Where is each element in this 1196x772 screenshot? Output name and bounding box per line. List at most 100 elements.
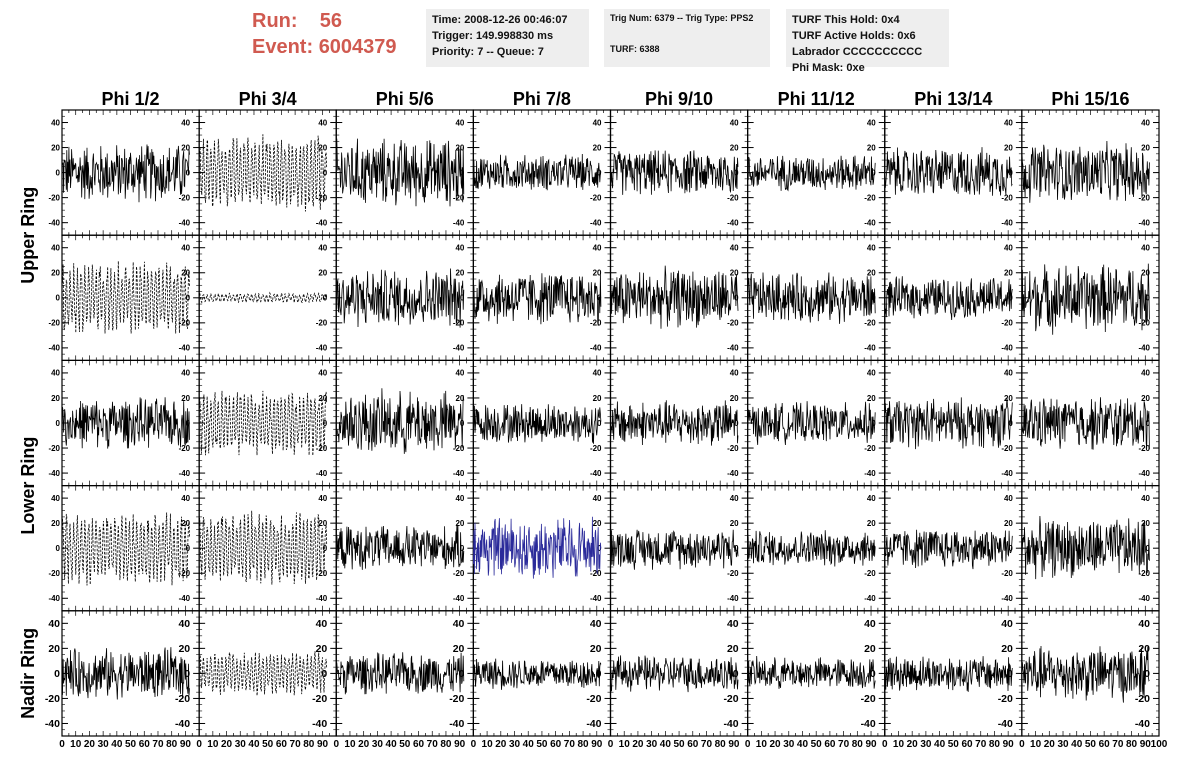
turf-hold-text: TURF This Hold: 0x4	[792, 14, 900, 26]
y-tick-label: 20	[318, 269, 327, 278]
x-tick-label: 50	[948, 739, 960, 750]
y-tick-label: 40	[1141, 494, 1150, 503]
y-tick-label: 0	[54, 668, 60, 680]
y-tick-label: 20	[318, 143, 327, 152]
y-tick-label: -40	[453, 469, 465, 478]
y-tick-label: 0	[1008, 168, 1013, 177]
y-tick-label: -20	[45, 693, 60, 705]
y-tick-label: 20	[316, 643, 328, 655]
y-tick-label: 0	[734, 544, 739, 553]
x-tick-label: 10	[756, 739, 768, 750]
y-tick-label: -40	[1138, 218, 1150, 227]
y-tick-label: -20	[453, 569, 465, 578]
waveform-trace	[884, 147, 1013, 196]
x-tick-label: 0	[745, 739, 751, 750]
y-tick-label: -20	[864, 444, 876, 453]
waveform-trace	[1021, 140, 1150, 203]
y-tick-label: 40	[455, 494, 464, 503]
y-tick-label: 20	[727, 643, 739, 655]
column-header: Phi 15/16	[1051, 89, 1129, 109]
y-tick-label: -20	[312, 693, 327, 705]
x-tick-label: 0	[608, 739, 614, 750]
x-tick-label: 70	[838, 739, 850, 750]
y-tick-label: 40	[316, 618, 328, 630]
y-tick-label: 20	[453, 643, 465, 655]
run-event-header: Run: 56 Event: 6004379	[252, 8, 397, 60]
y-tick-label: 40	[318, 369, 327, 378]
y-tick-label: 20	[593, 269, 602, 278]
x-tick-label: 80	[1126, 739, 1138, 750]
y-tick-label: -20	[316, 193, 328, 202]
y-tick-label: -20	[590, 569, 602, 578]
waveform-trace	[747, 155, 876, 192]
y-tick-label: 40	[318, 244, 327, 253]
x-tick-label: 20	[221, 739, 233, 750]
y-tick-label: 0	[1146, 419, 1151, 428]
y-tick-label: 20	[181, 394, 190, 403]
y-tick-label: -20	[727, 319, 739, 328]
x-tick-label: 0	[1019, 739, 1025, 750]
column-header: Phi 1/2	[102, 89, 160, 109]
y-tick-label: 0	[460, 294, 465, 303]
y-tick-label: 0	[734, 294, 739, 303]
y-tick-label: 0	[323, 168, 328, 177]
x-tick-label: 60	[413, 739, 425, 750]
y-tick-label: -20	[590, 444, 602, 453]
y-tick-label: 0	[1146, 544, 1151, 553]
y-tick-label: -40	[1001, 594, 1013, 603]
y-tick-label: -20	[1001, 193, 1013, 202]
y-tick-label: -20	[175, 693, 190, 705]
y-tick-label: 20	[867, 143, 876, 152]
x-tick-label: 20	[495, 739, 507, 750]
y-tick-label: -20	[316, 444, 328, 453]
waveform-trace	[884, 529, 1013, 570]
y-tick-label: 40	[318, 494, 327, 503]
y-tick-label: -40	[1138, 469, 1150, 478]
y-tick-label: 40	[51, 118, 60, 127]
x-tick-label: 90	[317, 739, 329, 750]
y-tick-label: 40	[727, 618, 739, 630]
y-tick-label: 20	[730, 269, 739, 278]
y-tick-label: 20	[455, 519, 464, 528]
column-header: Phi 13/14	[914, 89, 992, 109]
waveform-trace	[610, 655, 739, 693]
x-tick-label: 30	[783, 739, 795, 750]
y-tick-label: 0	[184, 668, 190, 680]
column-header: Phi 11/12	[778, 89, 855, 109]
x-tick-label: 90	[1003, 739, 1015, 750]
y-tick-label: 40	[181, 494, 190, 503]
x-tick-label: 100	[1151, 739, 1168, 750]
y-tick-label: 40	[867, 244, 876, 253]
x-tick-label: 70	[1112, 739, 1124, 750]
waveform-trace	[747, 272, 876, 324]
y-tick-label: 40	[455, 369, 464, 378]
y-tick-label: 40	[48, 618, 60, 630]
y-tick-label: 0	[1007, 668, 1013, 680]
y-tick-label: 20	[867, 269, 876, 278]
x-tick-label: 20	[358, 739, 370, 750]
x-tick-label: 90	[591, 739, 603, 750]
waveform-trace	[747, 530, 876, 567]
y-tick-label: -20	[179, 569, 191, 578]
turf-info-box: TURF This Hold: 0x4 TURF Active Holds: 0…	[786, 9, 949, 74]
x-tick-label: 10	[619, 739, 631, 750]
x-tick-label: 70	[290, 739, 302, 750]
y-tick-label: 40	[51, 369, 60, 378]
waveform-trace	[610, 400, 739, 446]
x-tick-label: 40	[660, 739, 672, 750]
y-tick-label: 20	[730, 519, 739, 528]
x-tick-label: 90	[1140, 739, 1152, 750]
y-tick-label: 40	[181, 118, 190, 127]
x-tick-label: 30	[920, 739, 932, 750]
y-tick-label: 0	[186, 544, 191, 553]
y-tick-label: -40	[449, 718, 464, 730]
y-tick-label: 0	[597, 419, 602, 428]
waveform-trace	[610, 265, 739, 329]
phi-mask-text: Phi Mask: 0xe	[792, 62, 865, 74]
y-tick-label: 20	[51, 269, 60, 278]
y-tick-label: -20	[1138, 319, 1150, 328]
y-tick-label: -20	[1138, 569, 1150, 578]
waveform-trace	[61, 512, 190, 586]
y-tick-label: -40	[45, 718, 60, 730]
y-tick-label: -20	[864, 569, 876, 578]
